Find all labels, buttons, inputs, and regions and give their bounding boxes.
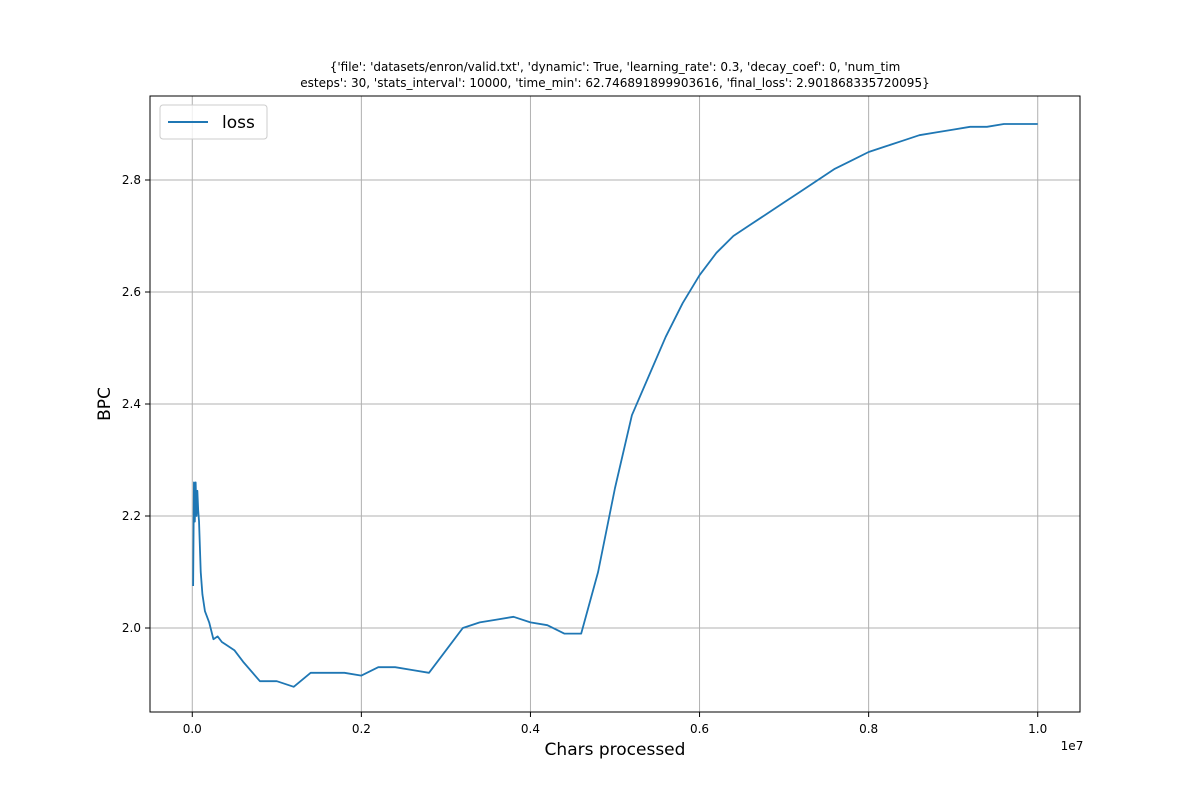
y-tick-label: 2.2: [122, 509, 141, 523]
x-tick-label: 0.4: [521, 722, 540, 736]
x-tick-label: 0.6: [690, 722, 709, 736]
chart-title-line-2: esteps': 30, 'stats_interval': 10000, 't…: [300, 76, 929, 90]
series-line-loss: [192, 123, 1038, 688]
legend: loss: [159, 104, 268, 140]
tick-layer: 0.0 0.2 0.4 0.6 0.8 1.0 2.0 2.2 2.4 2.6 2.8: [122, 173, 1047, 736]
legend-label-loss: loss: [222, 113, 255, 133]
y-tick-label: 2.8: [122, 173, 141, 187]
x-tick-label: 0.8: [859, 722, 878, 736]
y-axis-label: BPC: [95, 387, 115, 421]
x-axis-label: Chars processed: [545, 740, 686, 760]
chart-title-line-1: {'file': 'datasets/enron/valid.txt', 'dy…: [330, 60, 901, 74]
x-tick-label: 0.2: [352, 722, 371, 736]
x-offset-label: 1e7: [1061, 739, 1084, 753]
y-tick-label: 2.0: [122, 621, 141, 635]
legend-box: [159, 104, 268, 140]
y-tick-label: 2.6: [122, 285, 141, 299]
x-tick-label: 1.0: [1028, 722, 1047, 736]
y-tick-label: 2.4: [122, 397, 141, 411]
x-tick-label: 0.0: [183, 722, 202, 736]
grid-lines: [150, 96, 1080, 712]
data-layer: [192, 123, 1038, 688]
